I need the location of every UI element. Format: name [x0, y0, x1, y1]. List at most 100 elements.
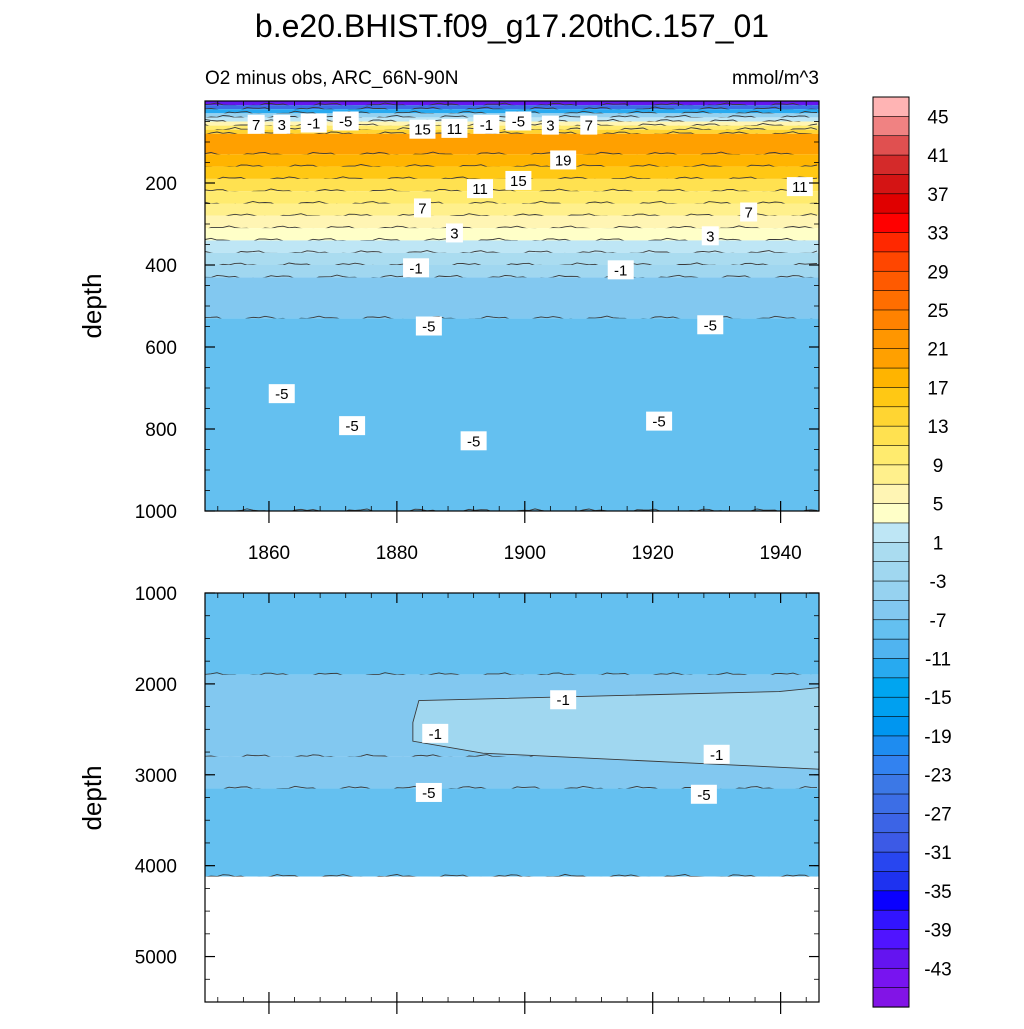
colorbar-tick-label: 37	[927, 185, 948, 206]
lower-y-tick-label: 1000	[135, 584, 177, 605]
upper-contour-label-box	[300, 113, 327, 133]
colorbar-tick-label: 1	[933, 533, 944, 554]
upper-contour-label-box	[697, 315, 724, 335]
lower-contour-label: -1	[429, 726, 442, 743]
colorbar-swatch	[872, 851, 910, 873]
colorbar-swatch	[872, 871, 910, 892]
colorbar-tick-label: -3	[930, 572, 947, 593]
lower-contour-label-box	[422, 723, 449, 743]
colorbar-swatch	[872, 445, 910, 466]
colorbar-tick-label: 45	[927, 107, 948, 128]
upper-contour-label: -5	[704, 317, 717, 334]
upper-contour-label-box	[786, 177, 813, 197]
colorbar-tick-label: 17	[927, 378, 948, 399]
upper-contour-label-box	[441, 118, 468, 138]
colorbar-swatch	[872, 193, 910, 214]
upper-contour-label: -5	[339, 114, 352, 131]
upper-y-tick-label: 1000	[135, 502, 177, 523]
upper-contour-label-box	[403, 258, 430, 278]
colorbar-tick-label: -15	[924, 688, 951, 709]
upper-contour-label-box	[460, 431, 487, 451]
colorbar-swatch	[872, 483, 910, 505]
colorbar-swatch	[872, 522, 910, 543]
lower-axis-ticks: 1000 2000 3000 4000 5000	[135, 584, 819, 1014]
upper-contour-label-box	[268, 384, 295, 404]
colorbar-tick-label: -31	[924, 843, 951, 864]
upper-contour-label: -1	[614, 262, 627, 279]
upper-depth-band	[205, 105, 819, 110]
colorbar-tick-label: 9	[933, 456, 944, 477]
colorbar-swatch	[872, 367, 910, 389]
lower-panel: -1 -1 -1 -5 -5 1000 2000 3000 4000 5000 depth	[77, 584, 820, 1014]
colorbar-tick-label: -11	[925, 649, 951, 670]
upper-contour-label: 19	[555, 152, 572, 169]
upper-panel: 7 3 -1 -5 15 11 -1 -5 3 7 19 15 11 7 3 -1 -1 3 7 11 -5 -5 -5 -5…	[77, 100, 820, 564]
colorbar-swatch	[872, 813, 910, 834]
colorbar-swatch	[872, 309, 910, 330]
colorbar-swatch	[872, 503, 910, 524]
upper-axis-ticks: 200 400 600 800 1000 1860 1880 1900 1920 1940	[135, 100, 819, 564]
colorbar-tick-label: 29	[927, 262, 948, 283]
upper-contour-label: 11	[447, 121, 463, 138]
upper-contour-label: -1	[480, 117, 493, 134]
upper-contour-label-box	[415, 316, 442, 336]
upper-contour-label-box	[541, 115, 559, 135]
lower-contour-label-box	[550, 690, 577, 710]
lower-contour-label: -1	[710, 747, 723, 764]
upper-depth-band	[205, 109, 819, 114]
colorbar-swatch	[872, 967, 910, 989]
colorbar-swatch	[872, 135, 910, 156]
upper-depth-band	[205, 133, 819, 155]
lower-plot-area	[205, 593, 819, 1002]
upper-contour-label-box	[467, 179, 494, 199]
upper-contour-label: 11	[792, 179, 808, 196]
upper-contour-label: 3	[278, 117, 286, 134]
lower-y-tick-label: 5000	[135, 948, 177, 969]
upper-contour-label-box	[701, 226, 719, 246]
upper-contour-label: -1	[409, 260, 422, 277]
colorbar-swatch	[872, 600, 910, 621]
upper-contour-label: 7	[418, 200, 426, 217]
colorbar-swatch	[872, 561, 910, 582]
colorbar-swatch	[872, 270, 910, 292]
upper-contour-label: -5	[467, 433, 480, 450]
upper-depth-band	[205, 215, 819, 229]
colorbar-tick-label: 21	[927, 340, 948, 361]
lower-contour-label-box	[690, 784, 717, 804]
lower-contour-label: -5	[697, 787, 710, 804]
colorbar-tick-label: 33	[927, 224, 948, 245]
upper-y-axis-label: depth	[77, 273, 107, 338]
colorbar-swatch	[872, 116, 910, 137]
upper-contour-label: 3	[706, 228, 714, 245]
chart-subtitle-left: O2 minus obs, ARC_66N-90N	[205, 68, 458, 89]
colorbar-tick-label: -19	[924, 727, 951, 748]
upper-x-tick-label: 1920	[632, 543, 674, 564]
upper-plot-area	[205, 101, 819, 511]
upper-depth-band	[205, 203, 819, 216]
lower-y-tick-label: 4000	[135, 857, 177, 878]
colorbar-swatch	[872, 580, 910, 602]
lower-contour-label-box	[415, 782, 442, 802]
colorbar-swatch	[872, 716, 910, 737]
colorbar-swatch	[872, 542, 910, 563]
colorbar-tick-label: 5	[933, 495, 944, 516]
colorbar-swatch	[872, 929, 910, 950]
lower-y-axis-label: depth	[77, 765, 107, 830]
colorbar-swatch	[872, 696, 910, 718]
colorbar-swatch	[872, 832, 910, 853]
upper-depth-band	[205, 277, 819, 319]
upper-contour-label-box	[273, 114, 291, 134]
colorbar-swatch	[872, 387, 910, 408]
colorbar-swatch	[872, 793, 910, 814]
upper-contour-label: 15	[510, 173, 527, 190]
chart-title: b.e20.BHIST.f09_g17.20thC.157_01	[255, 8, 769, 44]
colorbar-swatch	[872, 96, 910, 117]
colorbar: 45 41 37 33 29 25 21 17 13 9 5 1 -3 -7 -11 -15 -19 -23 -27…	[872, 96, 952, 1008]
upper-depth-band	[205, 318, 819, 511]
upper-contour-label: 15	[414, 122, 431, 139]
colorbar-swatch	[872, 251, 910, 272]
colorbar-frame	[872, 96, 910, 1008]
upper-contour-label-box	[332, 111, 359, 131]
colorbar-swatch	[872, 735, 910, 756]
